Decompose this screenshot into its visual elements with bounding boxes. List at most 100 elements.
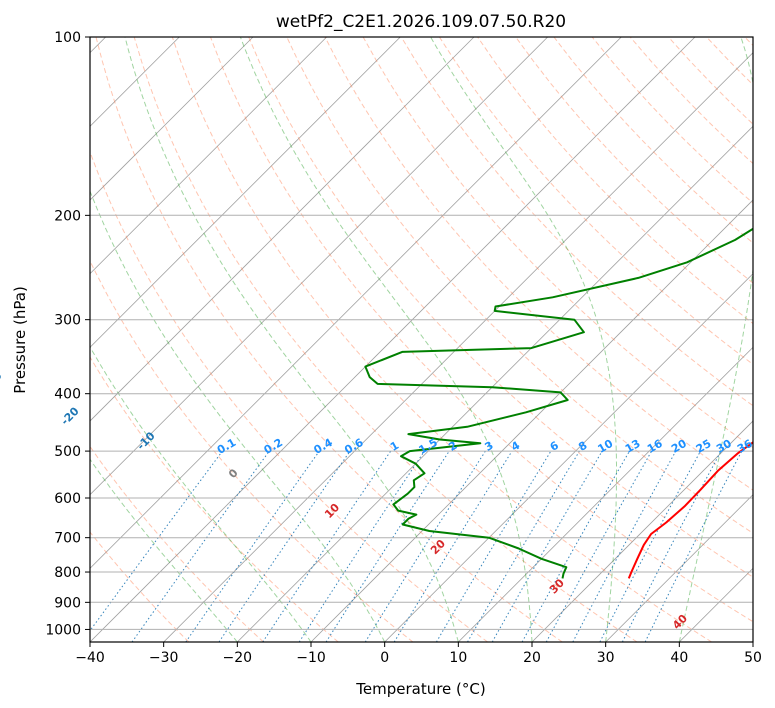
- dry-adiabat-line: [95, 37, 563, 642]
- isotherm-line: [752, 641, 753, 642]
- mixing-ratio-line: [262, 450, 392, 642]
- dry-adiabat-label: -20: [58, 404, 81, 427]
- isotherm-line: [458, 346, 753, 642]
- dry-adiabat-line: [90, 531, 190, 642]
- mixing-ratio-line: [435, 450, 552, 642]
- x-tick-label: −30: [149, 650, 179, 666]
- y-tick-label: 200: [54, 208, 81, 224]
- mixing-ratio-label: 30: [714, 437, 734, 456]
- y-tick-label: 900: [54, 595, 81, 611]
- dry-adiabat-label: -10: [134, 429, 157, 452]
- mixing-ratio-line: [393, 450, 513, 642]
- y-axis-ticks: 1000 900 800 700 600 500 400 300 200 100: [45, 30, 90, 638]
- dry-adiabat-line: [171, 37, 712, 642]
- mixing-ratio-label: 0.4: [312, 436, 336, 457]
- isotherm-line: [384, 273, 753, 642]
- y-tick-label: 300: [54, 313, 81, 329]
- mixing-ratio-line: [621, 450, 722, 642]
- mixing-ratio-line: [218, 450, 351, 642]
- dry-adiabat-line: [438, 37, 753, 366]
- isotherm-line: [90, 37, 622, 569]
- dry-adiabat-line: [362, 37, 753, 449]
- moist-adiabat-line: [90, 458, 238, 642]
- dry-adiabat-line: [706, 37, 753, 86]
- mixing-ratio-line: [131, 450, 270, 642]
- isotherm-line: [679, 567, 753, 642]
- y-tick-label: 700: [54, 531, 81, 547]
- x-tick-label: −20: [223, 650, 253, 666]
- dry-adiabat-line: [668, 37, 753, 125]
- y-tick-label: 800: [54, 565, 81, 581]
- dry-adiabat-line: [90, 150, 488, 642]
- y-axis-label: Pressure (hPa): [11, 286, 29, 394]
- mixing-ratio-label: 3: [482, 439, 495, 454]
- y-tick-label: 400: [54, 387, 81, 403]
- dry-adiabat-line: [90, 259, 414, 642]
- isotherm-line: [310, 199, 753, 642]
- dry-adiabat-line: [90, 445, 264, 642]
- y-tick-label: 100: [54, 30, 81, 46]
- mixing-ratio-line: [298, 450, 425, 642]
- chart-title: wetPf2_C2E1.2026.109.07.50.R20: [276, 12, 566, 32]
- y-tick-label: 500: [54, 444, 81, 460]
- moist-adiabat-line: [239, 37, 533, 642]
- dry-adiabat-line: [324, 37, 753, 491]
- mixing-ratio-label: 13: [623, 437, 643, 456]
- mixing-ratio-label: 0.1: [215, 436, 238, 457]
- pressure-gridlines: [90, 37, 753, 630]
- isotherm-line: [605, 494, 753, 642]
- isotherm-line: [90, 37, 327, 275]
- mixing-ratio-label: 16: [645, 437, 665, 456]
- moist-adiabat-line: [124, 37, 459, 642]
- isotherm-line: [531, 420, 753, 642]
- isotherm-line: [90, 37, 401, 348]
- moist-adiabat-line: [90, 345, 312, 642]
- dry-adiabat-line: [400, 37, 753, 407]
- mixing-ratio-line: [545, 450, 653, 642]
- dry-adiabat-label: 30: [547, 576, 567, 596]
- mixing-ratio-line: [644, 450, 743, 642]
- plot-frame: [89, 36, 754, 643]
- mixing-ratio-label: 0.6: [342, 436, 366, 457]
- x-axis-label: Temperature (°C): [355, 680, 485, 698]
- x-axis-ticks: −40 −30 −20 −10 0 10 20 30 40 50: [75, 642, 762, 666]
- dry-adiabat-line: [90, 356, 339, 642]
- y-tick-label: 600: [54, 491, 81, 507]
- dry-adiabat-line: [515, 37, 753, 284]
- x-tick-label: 0: [380, 650, 389, 666]
- x-tick-label: 40: [670, 650, 688, 666]
- mixing-ratio-line: [90, 450, 223, 632]
- mixing-ratio-line: [467, 450, 580, 642]
- isotherm-line: [90, 37, 548, 496]
- mixing-ratio-label: 8: [576, 439, 589, 454]
- y-tick-label: 1000: [45, 622, 81, 638]
- mixing-ratio-label: 10: [596, 437, 616, 456]
- dry-adiabat-label: 20: [428, 537, 448, 557]
- x-tick-label: 20: [523, 650, 541, 666]
- mixing-ratio-line: [185, 450, 320, 642]
- x-tick-label: 10: [449, 650, 467, 666]
- isotherm-line: [163, 52, 753, 642]
- moist-adiabat-line: [678, 37, 753, 642]
- moist-adiabat-line: [90, 189, 386, 642]
- isotherm-line: [90, 37, 696, 642]
- dry-adiabat-line: [248, 37, 753, 578]
- isotherm-line: [90, 37, 475, 422]
- dry-adiabat-label: -30: [0, 369, 5, 392]
- x-tick-label: 30: [597, 650, 615, 666]
- x-tick-label: −10: [296, 650, 326, 666]
- isotherm-line: [237, 125, 753, 642]
- temperature-profile-line: [627, 441, 753, 579]
- dry-adiabat-line: [744, 37, 753, 47]
- x-tick-label: −40: [75, 650, 105, 666]
- isotherm-line: [90, 37, 254, 201]
- background-lines: [90, 37, 753, 642]
- x-tick-label: 50: [744, 650, 762, 666]
- mixing-ratio-line: [599, 450, 701, 642]
- mixing-ratio-label: 0.2: [262, 436, 285, 457]
- dry-adiabat-line: [591, 37, 753, 204]
- dry-adiabat-line: [133, 37, 638, 642]
- mixing-ratio-label: 25: [694, 437, 714, 456]
- mixing-ratio-label: 20: [669, 437, 689, 456]
